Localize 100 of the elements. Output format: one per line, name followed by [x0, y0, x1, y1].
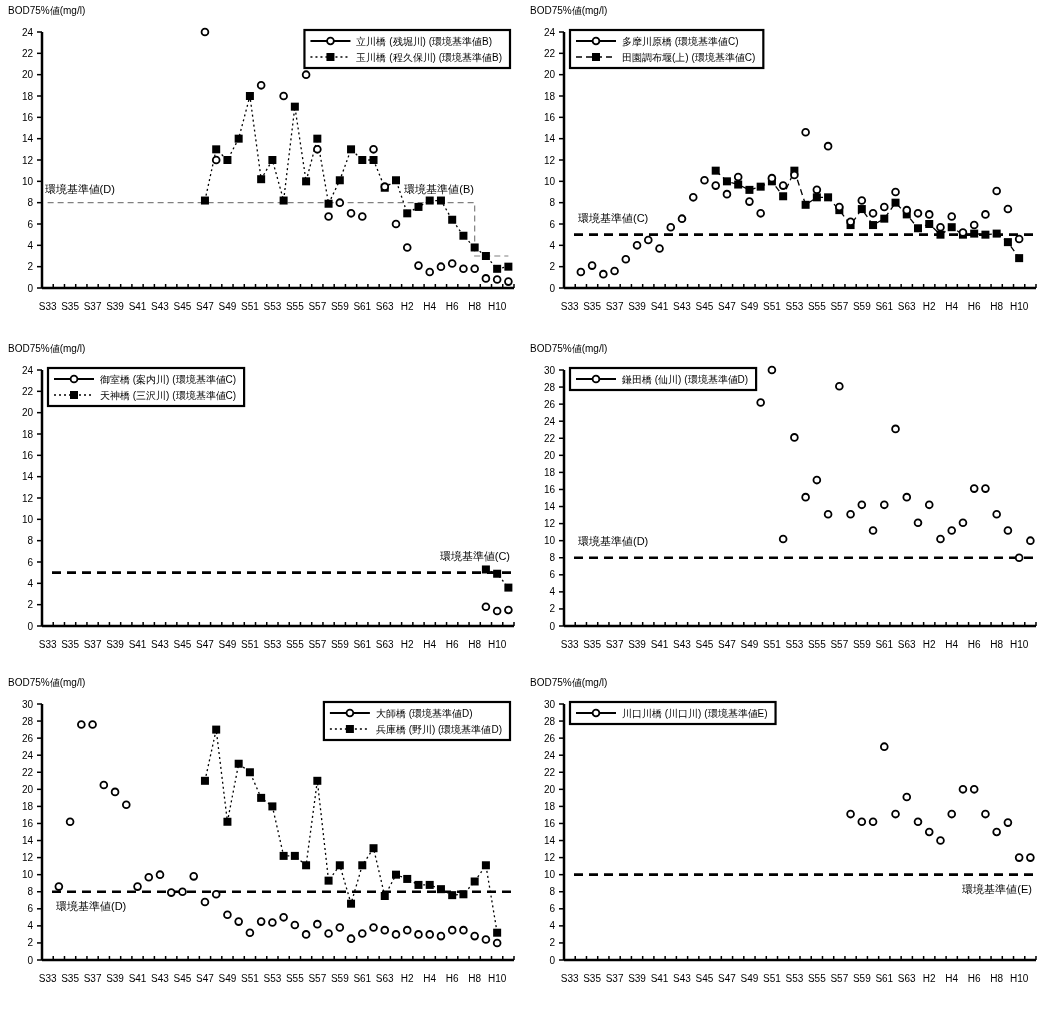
y-tick-label: 8	[27, 197, 34, 209]
legend-label: 多摩川原橋 (環境基準値C)	[622, 35, 739, 47]
y-tick-label: 10	[21, 869, 34, 881]
x-tick-label: H4	[423, 973, 437, 984]
x-tick-label: S43	[673, 973, 692, 984]
x-tick-label: S53	[785, 639, 804, 650]
x-tick-label: S45	[695, 301, 714, 312]
x-tick-label: S43	[151, 973, 170, 984]
y-tick-label: 8	[549, 886, 556, 898]
x-tick-label: H4	[423, 301, 437, 312]
legend-label: 立川橋 (残堀川) (環境基準値B)	[356, 35, 492, 47]
x-tick-label: S49	[740, 639, 759, 650]
y-tick-label: 8	[27, 535, 34, 547]
x-tick-label: S51	[763, 301, 782, 312]
x-tick-label: H2	[922, 301, 937, 312]
x-tick-label: S37	[83, 639, 102, 650]
y-tick-label: 6	[549, 569, 556, 581]
x-tick-label: S37	[605, 301, 624, 312]
x-tick-label: S41	[128, 639, 147, 650]
x-tick-label: S35	[61, 973, 80, 984]
y-tick-label: 20	[543, 69, 556, 81]
x-tick-label: H10	[1009, 973, 1029, 984]
x-tick-label: S55	[285, 639, 305, 650]
x-tick-label: S41	[650, 973, 669, 984]
x-tick-label: S45	[695, 639, 714, 650]
x-tick-label: S47	[196, 973, 215, 984]
x-tick-label: S57	[830, 639, 849, 650]
x-tick-label: S63	[375, 973, 395, 984]
x-tick-label: S41	[128, 973, 147, 984]
y-tick-label: 0	[549, 282, 556, 294]
y-tick-label: 0	[549, 954, 556, 966]
x-tick-label: H8	[468, 301, 482, 312]
x-tick-label: S59	[852, 973, 872, 984]
x-tick-label: S41	[650, 639, 669, 650]
x-tick-label: S37	[605, 639, 624, 650]
y-tick-label: 4	[27, 239, 34, 251]
legend-label: 川口川橋 (川口川) (環境基準値E)	[622, 707, 768, 719]
legend-label: 御室橋 (案内川) (環境基準値C)	[100, 373, 237, 385]
y-tick-label: 18	[543, 90, 556, 102]
x-tick-label: S51	[763, 639, 782, 650]
y-axis-title: BOD75%値(mg/l)	[8, 5, 86, 16]
x-tick-label: S33	[38, 301, 57, 312]
x-tick-label: S41	[128, 301, 147, 312]
y-tick-label: 22	[543, 47, 556, 59]
y-tick-label: 22	[21, 47, 34, 59]
x-tick-label: S33	[560, 973, 579, 984]
legend-label: 鎌田橋 (仙川) (環境基準値D)	[622, 373, 749, 385]
x-tick-label: H10	[487, 301, 507, 312]
x-tick-label: H2	[922, 973, 937, 984]
x-tick-label: S59	[330, 639, 350, 650]
ref-line-label: 環境基準値(C)	[578, 211, 649, 224]
legend-label: 天神橋 (三沢川) (環境基準値C)	[100, 389, 237, 401]
y-tick-label: 20	[543, 449, 556, 461]
x-tick-label: H10	[487, 639, 507, 650]
x-tick-label: H6	[445, 973, 460, 984]
y-tick-label: 18	[543, 800, 556, 812]
y-tick-label: 2	[549, 937, 556, 949]
x-tick-label: S39	[106, 973, 125, 984]
y-tick-label: 26	[21, 732, 34, 744]
y-tick-label: 28	[543, 715, 556, 727]
x-tick-label: S51	[241, 639, 260, 650]
x-tick-label: S57	[308, 973, 327, 984]
y-tick-label: 26	[543, 398, 556, 410]
x-tick-label: S59	[852, 301, 872, 312]
y-tick-label: 26	[543, 732, 556, 744]
y-tick-label: 8	[549, 197, 556, 209]
x-tick-label: S33	[38, 973, 57, 984]
y-tick-label: 0	[27, 282, 34, 294]
x-tick-label: S45	[695, 973, 714, 984]
x-tick-label: S39	[628, 973, 647, 984]
y-tick-label: 16	[21, 817, 34, 829]
x-tick-label: S47	[718, 973, 737, 984]
x-tick-label: H10	[1009, 639, 1029, 650]
x-tick-label: S63	[897, 301, 917, 312]
y-tick-label: 28	[21, 715, 34, 727]
y-tick-label: 24	[543, 26, 556, 38]
legend-label: 玉川橋 (程久保川) (環境基準値B)	[356, 51, 502, 63]
y-tick-label: 16	[21, 111, 34, 123]
x-tick-label: S55	[807, 973, 827, 984]
y-axis-title: BOD75%値(mg/l)	[530, 5, 608, 16]
x-tick-label: S53	[263, 639, 282, 650]
x-tick-label: H6	[445, 301, 460, 312]
x-tick-label: S59	[330, 973, 350, 984]
y-tick-label: 10	[543, 869, 556, 881]
y-tick-label: 20	[21, 407, 34, 419]
y-tick-label: 22	[21, 766, 34, 778]
y-axis-title: BOD75%値(mg/l)	[530, 677, 608, 688]
x-tick-label: H2	[400, 639, 415, 650]
x-tick-label: S35	[61, 639, 80, 650]
y-tick-label: 12	[543, 852, 556, 864]
annotation: 環境基準値(D)	[44, 182, 115, 195]
x-tick-label: S55	[807, 639, 827, 650]
y-tick-label: 0	[27, 954, 34, 966]
y-tick-label: 16	[543, 111, 556, 123]
x-tick-label: S57	[830, 301, 849, 312]
legend-label: 大師橋 (環境基準値D)	[375, 707, 473, 719]
y-tick-label: 0	[549, 620, 556, 632]
y-tick-label: 2	[27, 599, 34, 611]
y-tick-label: 12	[543, 154, 556, 166]
x-tick-label: S49	[218, 973, 237, 984]
